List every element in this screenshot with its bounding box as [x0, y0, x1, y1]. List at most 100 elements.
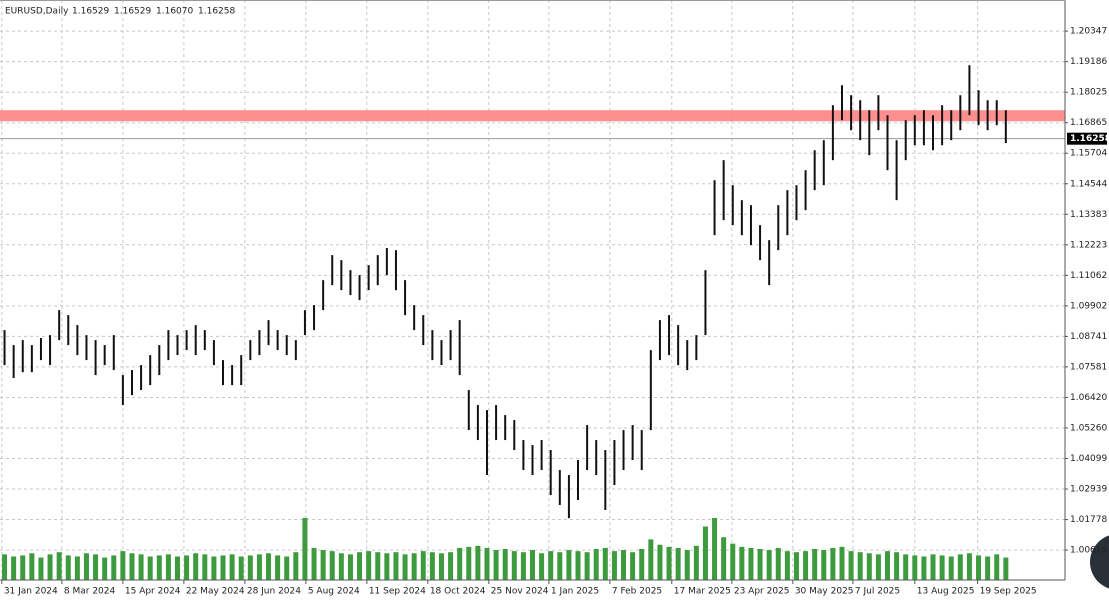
volume-bar: [1003, 557, 1009, 580]
volume-bar: [229, 554, 235, 580]
volume-bar: [184, 555, 190, 580]
volume-bar: [47, 554, 53, 580]
x-tick-label: 19 Sep 2025: [980, 587, 1037, 597]
volume-bar: [38, 557, 44, 580]
volume-bar: [120, 551, 126, 580]
y-tick-label: 1.20347: [1070, 27, 1107, 37]
volume-bar: [648, 539, 654, 580]
volume-bar: [602, 547, 608, 580]
volume-bar: [457, 547, 463, 580]
volume-bar: [821, 550, 827, 580]
volume-bar: [912, 555, 918, 580]
y-tick-label: 1.07581: [1070, 362, 1107, 372]
volume-bar: [247, 555, 253, 580]
volume-bar: [757, 549, 763, 580]
volume-bar: [375, 552, 381, 580]
ohlc-value: 1.16529: [114, 7, 151, 17]
volume-bar: [903, 554, 909, 580]
volume-bar: [65, 555, 71, 580]
y-tick-label: 1.15704: [1070, 149, 1107, 159]
last-price-marker: [1067, 132, 1107, 145]
x-tick-label: 13 Aug 2025: [917, 587, 975, 597]
volume-bar: [275, 555, 281, 580]
volume-bar: [839, 546, 845, 580]
y-tick-label: 1.16865: [1070, 118, 1107, 128]
volume-bar: [530, 550, 535, 580]
volume-bar: [329, 551, 335, 580]
volume-bar: [293, 552, 299, 580]
volume-bar: [666, 546, 672, 580]
volume-bar: [138, 554, 144, 580]
volume-bar: [575, 551, 581, 580]
volume-bar: [548, 551, 554, 580]
marks-layer: [0, 65, 1065, 580]
volume-bar: [11, 556, 17, 580]
volume-bar: [129, 553, 135, 580]
volume-bar: [347, 554, 353, 580]
volume-bar: [475, 545, 481, 580]
x-tick-label: 11 Sep 2024: [369, 587, 426, 597]
volume-bar: [621, 550, 627, 580]
y-tick-label: 1.18025: [1070, 88, 1107, 98]
volume-bar: [848, 551, 854, 580]
y-tick-label: 1.12223: [1070, 240, 1107, 250]
volume-bar: [775, 547, 781, 580]
volume-bar: [384, 553, 390, 580]
y-tick-label: 1.11062: [1070, 271, 1107, 281]
volume-bar: [921, 556, 927, 580]
y-tick-label: 1.04099: [1070, 454, 1107, 464]
volume-bar: [366, 551, 372, 580]
ohlc-value: 1.16070: [156, 7, 193, 17]
overlay-button[interactable]: [1090, 534, 1109, 590]
volume-bar: [202, 554, 208, 580]
volume-bar: [402, 554, 408, 580]
x-tick-label: 7 Feb 2025: [612, 587, 662, 597]
volume-bar: [56, 552, 62, 580]
volume-bar: [193, 553, 199, 580]
volume-bar: [766, 550, 772, 580]
volume-bar: [511, 551, 517, 580]
volume-bar: [966, 553, 972, 580]
x-tick-label: 1 Jan 2025: [551, 587, 599, 597]
volume-bar: [721, 537, 727, 580]
volume-bar: [748, 547, 754, 580]
volume-bar: [611, 551, 617, 580]
volume-bar: [357, 552, 363, 580]
volume-bar: [939, 555, 945, 580]
volume-bar: [639, 549, 645, 580]
volume-bar: [557, 552, 563, 580]
volume-bar: [466, 546, 472, 580]
volume-bar: [584, 552, 590, 580]
y-tick-label: 1.01778: [1070, 515, 1107, 525]
volume-bar: [20, 555, 26, 580]
volume-bar: [866, 553, 872, 580]
volume-bar: [284, 556, 290, 580]
volume-bar: [793, 552, 799, 580]
volume-bar: [493, 550, 499, 580]
volume-bar: [630, 552, 636, 580]
volume-bar: [102, 557, 108, 580]
y-tick-label: 1.00618: [1070, 546, 1107, 556]
volume-bar: [411, 553, 417, 580]
volume-bar: [702, 526, 708, 580]
volume-bar: [657, 544, 663, 580]
last-price-label: 1.16258: [1070, 134, 1109, 144]
volume-bar: [175, 556, 180, 580]
y-tick-label: 1.08741: [1070, 332, 1107, 342]
volume-bar: [539, 553, 545, 580]
x-tick-label: 15 Apr 2024: [125, 587, 181, 597]
volume-bar: [693, 545, 699, 580]
x-tick-label: 18 Oct 2024: [430, 587, 486, 597]
x-tick-label: 7 Jul 2025: [855, 587, 900, 597]
grid-layer: [0, 0, 1065, 580]
ohlc-value: 1.16258: [198, 7, 235, 17]
volume-bar: [875, 554, 881, 580]
volume-bar: [675, 547, 681, 580]
volume-bar: [593, 549, 599, 580]
volume-bar: [429, 552, 435, 580]
volume-bar: [830, 547, 836, 580]
volume-bar: [712, 518, 718, 580]
y-tick-label: 1.05260: [1070, 423, 1107, 433]
volume-bar: [730, 543, 736, 580]
x-tick-label: 8 Mar 2024: [64, 587, 116, 597]
